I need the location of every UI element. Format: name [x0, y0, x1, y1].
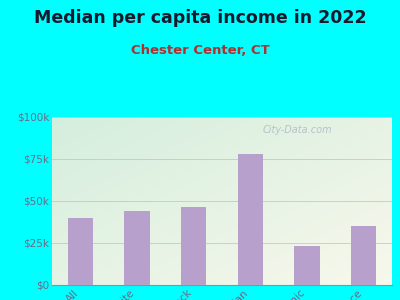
- Text: Chester Center, CT: Chester Center, CT: [131, 44, 269, 56]
- Bar: [238, 154, 263, 285]
- Bar: [68, 218, 93, 285]
- Bar: [181, 207, 206, 285]
- Bar: [351, 226, 376, 285]
- Bar: [124, 211, 150, 285]
- Text: Median per capita income in 2022: Median per capita income in 2022: [34, 9, 366, 27]
- Text: City-Data.com: City-Data.com: [263, 125, 332, 135]
- Bar: [294, 246, 320, 285]
